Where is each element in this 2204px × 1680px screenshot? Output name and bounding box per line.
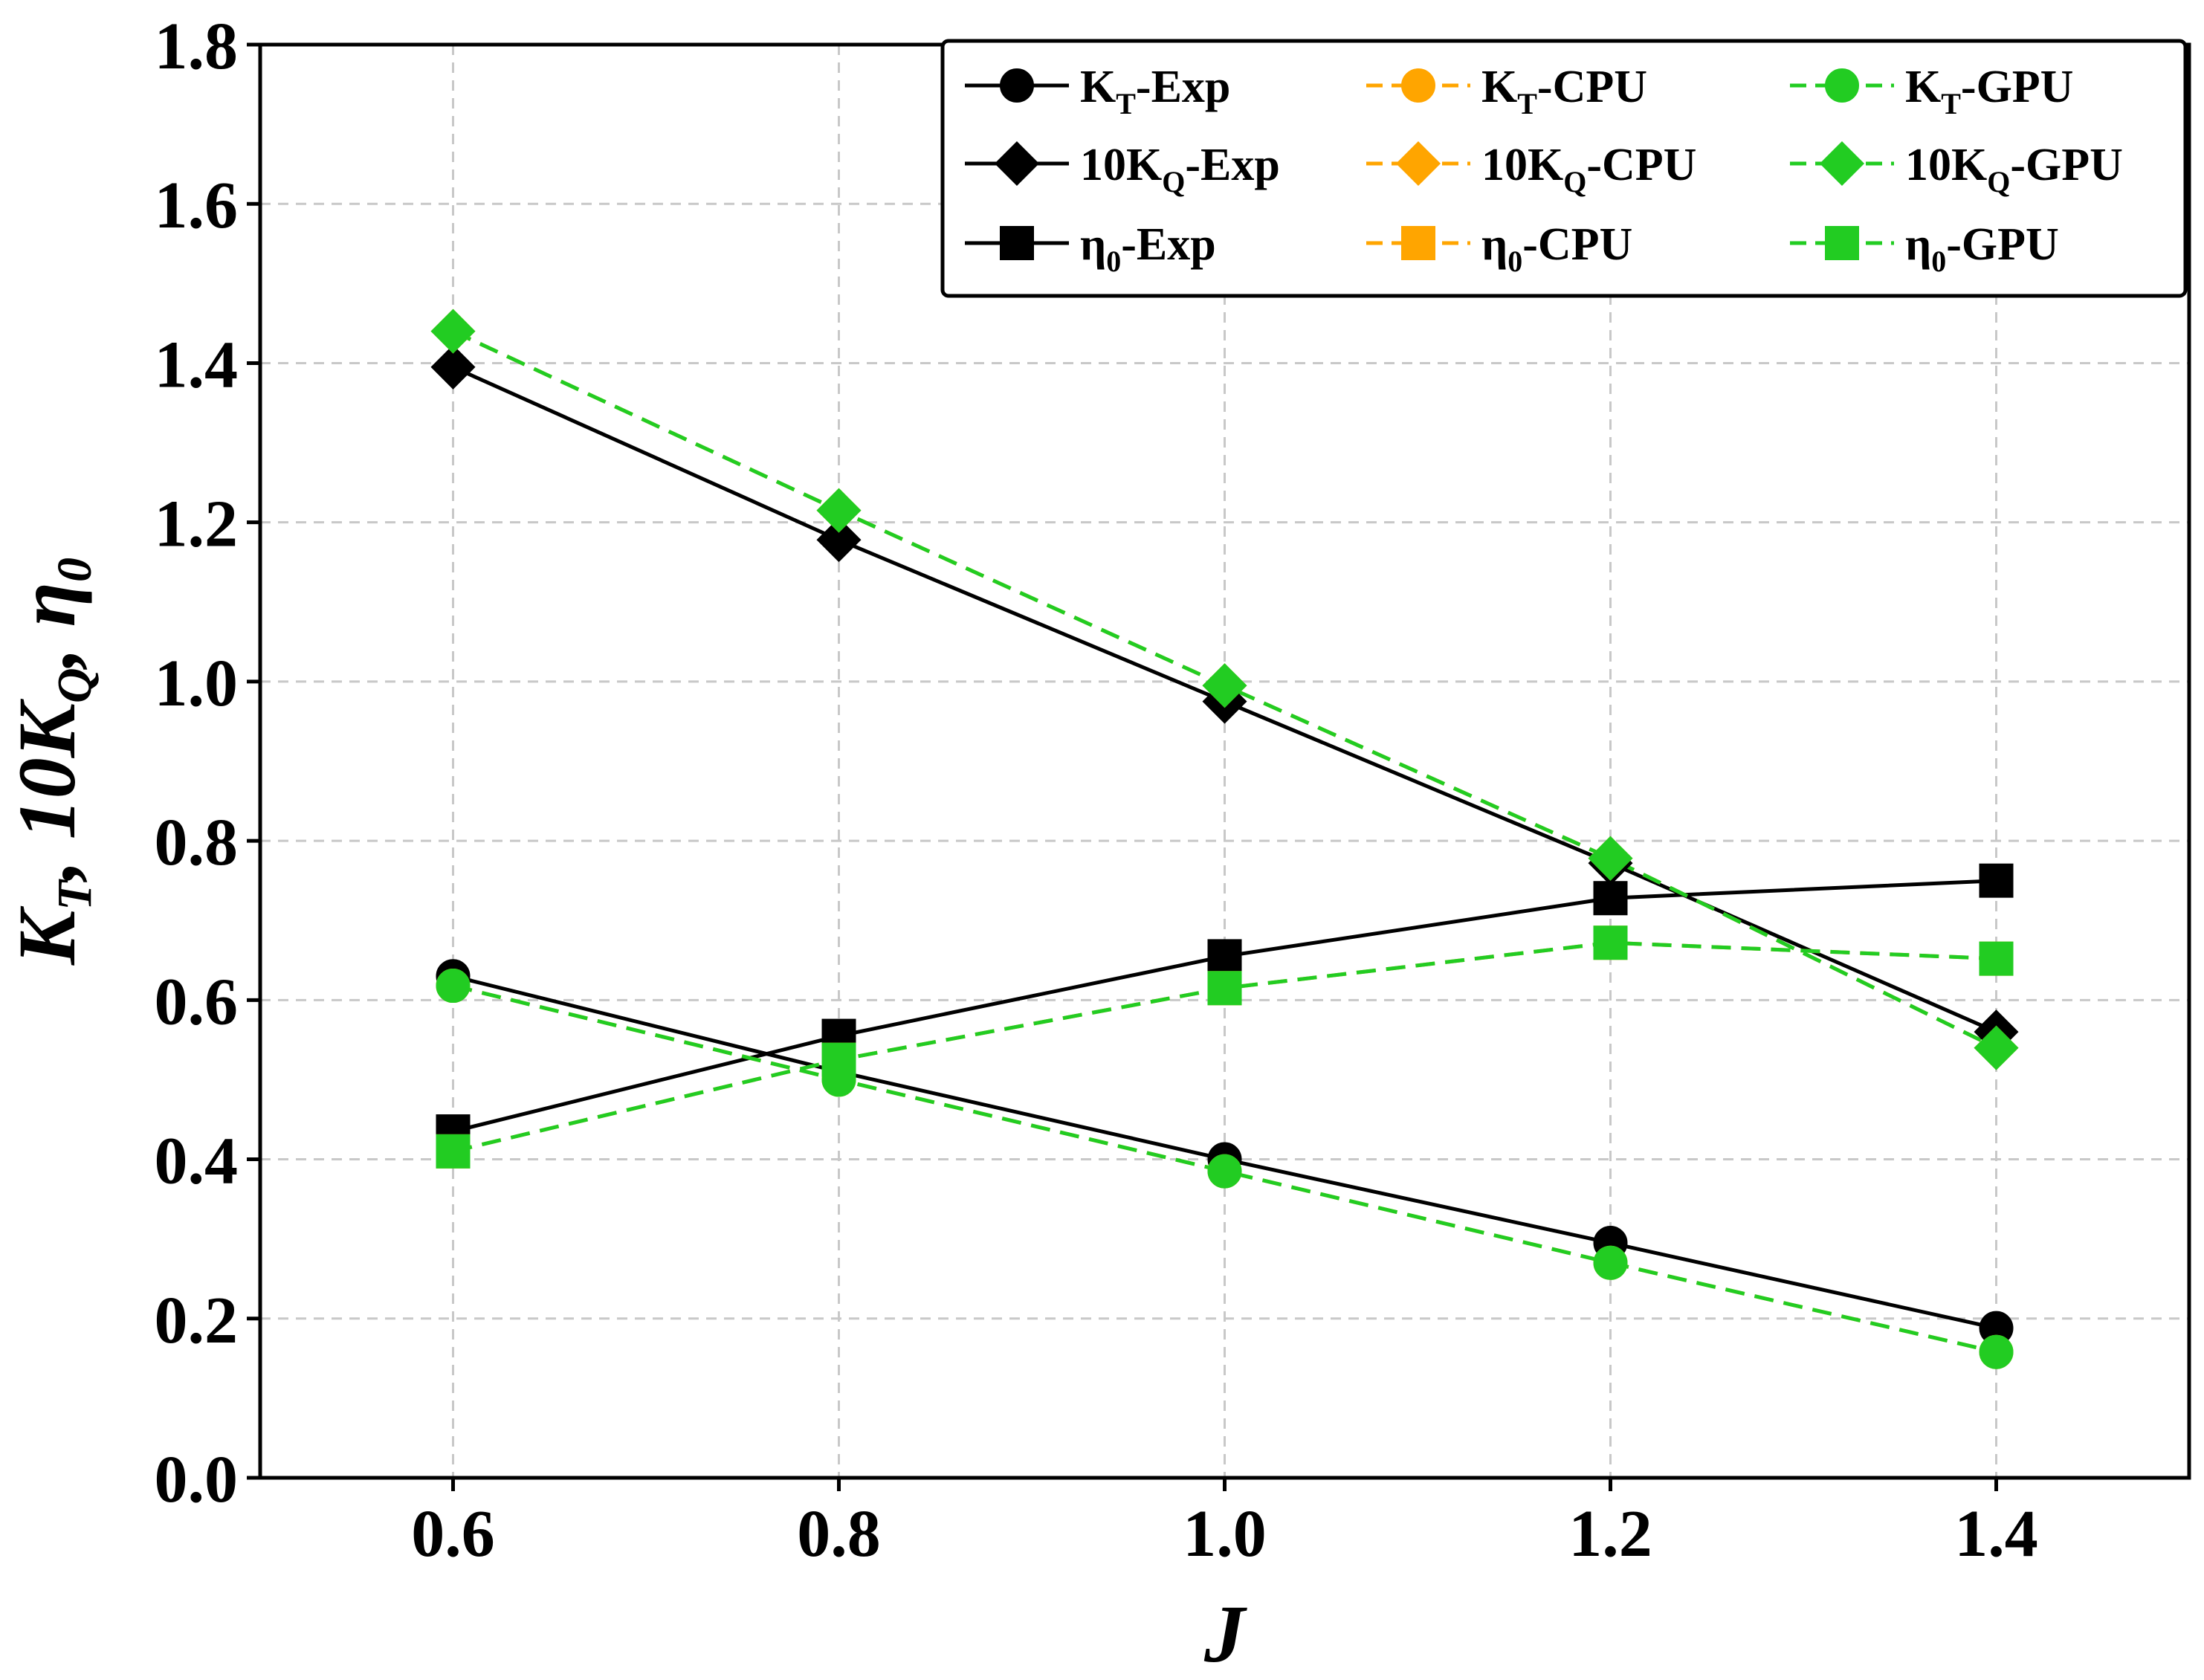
y-tick-label: 1.6 <box>155 169 239 242</box>
data-point-η0-GPU-0 <box>436 1134 471 1169</box>
x-tick-label: 1.4 <box>1954 1497 2038 1571</box>
data-point-10KQ-GPU-3 <box>1588 836 1633 881</box>
legend-marker <box>1825 68 1859 103</box>
y-tick-label: 0.6 <box>155 965 239 1038</box>
data-point-KT-GPU-3 <box>1593 1245 1628 1280</box>
data-point-KT-GPU-4 <box>1979 1334 2014 1369</box>
data-point-η0-GPU-1 <box>821 1042 856 1077</box>
legend-box <box>940 39 2188 298</box>
x-axis-title: J <box>1203 1589 1247 1679</box>
y-tick-label: 0.0 <box>155 1443 239 1516</box>
data-point-η0-GPU-4 <box>1979 941 2014 976</box>
legend-marker <box>1401 226 1435 260</box>
x-tick-label: 1.0 <box>1183 1497 1267 1571</box>
data-point-η0-Exp-4 <box>1979 863 2014 898</box>
data-point-KT-GPU-2 <box>1207 1154 1242 1189</box>
y-tick-label: 0.8 <box>155 806 239 879</box>
x-tick-label: 0.6 <box>411 1497 495 1571</box>
data-point-10KQ-GPU-4 <box>1974 1025 2019 1070</box>
y-tick-labels: 0.0 0.2 0.4 0.6 0.8 1.0 1.2 1.4 1.6 1.8 <box>155 10 239 1516</box>
y-tick-label: 1.0 <box>155 647 239 720</box>
series-line-η0-Exp <box>452 879 1997 1134</box>
legend-item-10KQ-GPU: 10KQ-GPU <box>1790 140 2123 198</box>
axis-ticks <box>247 42 1998 1491</box>
legend-label: 10KQ-CPU <box>1481 140 1696 198</box>
legend-label: η0-Exp <box>1080 219 1216 278</box>
legend-item-KT-Exp: KT-Exp <box>965 62 1230 120</box>
x-tick-labels: 0.6 0.8 1.0 1.2 1.4 <box>411 1497 2038 1571</box>
legend-marker <box>1395 140 1441 187</box>
y-tick-label: 0.2 <box>155 1284 239 1357</box>
legend-item-KT-CPU: KT-CPU <box>1366 62 1647 120</box>
data-point-10KQ-GPU-2 <box>1202 663 1247 708</box>
legend-item-η0-GPU: η0-GPU <box>1790 219 2059 278</box>
x-tick-label: 0.8 <box>797 1497 881 1571</box>
legend-marker <box>1825 226 1859 260</box>
series-markers <box>430 308 2019 1369</box>
legend-item-10KQ-Exp: 10KQ-Exp <box>965 140 1280 198</box>
series-line-KT-GPU <box>452 983 1997 1354</box>
legend-marker <box>1401 68 1435 103</box>
legend-item-KT-GPU: KT-GPU <box>1790 62 2073 120</box>
legend-label: KT-GPU <box>1905 62 2073 120</box>
legend-marker <box>1000 226 1034 260</box>
y-tick-label: 1.2 <box>155 488 239 561</box>
legend-label: η0-CPU <box>1481 219 1632 278</box>
legend-label: η0-GPU <box>1905 219 2059 278</box>
x-tick-label: 1.2 <box>1568 1497 1652 1571</box>
legend-marker <box>1819 140 1865 187</box>
legend-label: KT-CPU <box>1481 62 1647 120</box>
legend-marker <box>1000 68 1034 103</box>
y-tick-label: 1.4 <box>155 328 239 401</box>
data-point-10KQ-Exp-0 <box>430 344 476 390</box>
data-point-10KQ-Exp-1 <box>816 517 862 563</box>
y-tick-label: 1.8 <box>155 10 239 83</box>
data-point-η0-Exp-2 <box>1207 939 1242 974</box>
data-point-η0-GPU-3 <box>1593 925 1628 960</box>
y-axis-title: KT, 10KQ, η0 <box>1 558 102 966</box>
data-point-KT-GPU-0 <box>436 969 471 1004</box>
data-point-10KQ-GPU-1 <box>816 488 862 533</box>
legend: KT-Exp 10KQ-Exp η0-Exp KT-CPU 10KQ-CPU η0-CPU… <box>940 39 2188 298</box>
y-tick-label: 0.4 <box>155 1125 239 1198</box>
data-point-η0-Exp-3 <box>1593 881 1628 916</box>
data-point-η0-GPU-2 <box>1207 971 1242 1006</box>
legend-label: KT-Exp <box>1080 62 1230 120</box>
legend-marker <box>994 140 1040 187</box>
legend-label: 10KQ-GPU <box>1905 140 2123 198</box>
legend-item-η0-Exp: η0-Exp <box>965 219 1216 278</box>
legend-item-η0-CPU: η0-CPU <box>1366 219 1632 278</box>
legend-item-10KQ-CPU: 10KQ-CPU <box>1366 140 1696 198</box>
data-point-10KQ-GPU-0 <box>430 308 476 354</box>
legend-label: 10KQ-Exp <box>1080 140 1280 198</box>
